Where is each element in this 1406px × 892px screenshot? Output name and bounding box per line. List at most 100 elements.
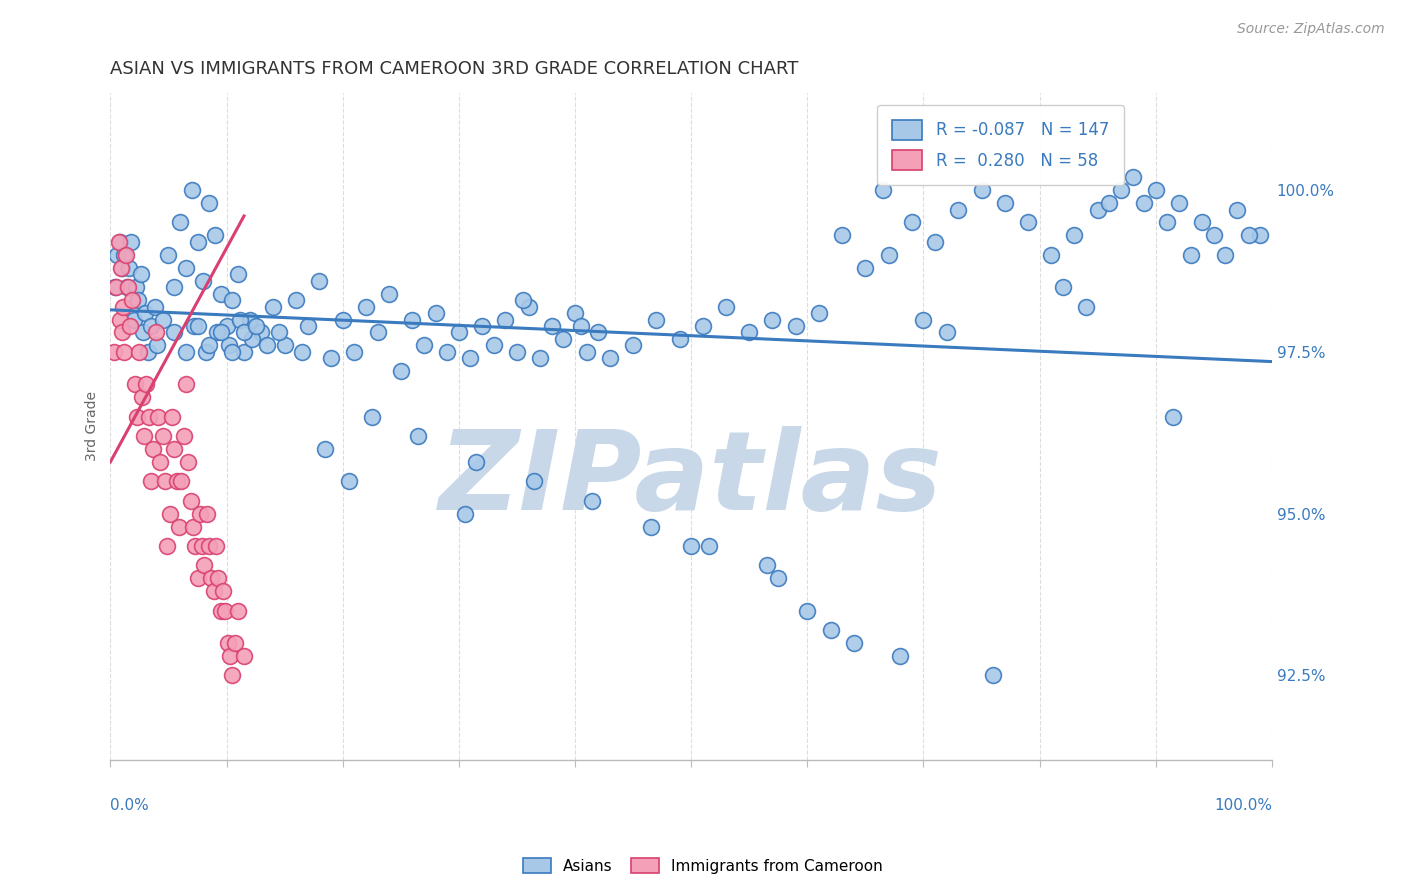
- Point: [553, 332, 575, 346]
- Point: [291, 344, 314, 359]
- Point: [110, 260, 132, 275]
- Point: [173, 429, 195, 443]
- Point: [105, 280, 128, 294]
- Point: [143, 300, 166, 314]
- Point: [221, 668, 243, 682]
- Point: [156, 539, 179, 553]
- Point: [152, 312, 174, 326]
- Point: [122, 312, 145, 326]
- Point: [406, 429, 429, 443]
- Point: [219, 648, 242, 663]
- Point: [215, 318, 238, 333]
- Point: [1144, 183, 1167, 197]
- Point: [681, 539, 703, 553]
- Point: [181, 519, 204, 533]
- Point: [132, 429, 155, 443]
- Point: [1161, 409, 1184, 424]
- Point: [212, 584, 235, 599]
- Point: [768, 571, 790, 585]
- Point: [714, 300, 737, 314]
- Point: [378, 286, 401, 301]
- Point: [471, 318, 494, 333]
- Point: [193, 274, 215, 288]
- Point: [152, 429, 174, 443]
- Point: [436, 344, 458, 359]
- Point: [581, 493, 603, 508]
- Point: [146, 409, 169, 424]
- Point: [465, 455, 488, 469]
- Text: 100.0%: 100.0%: [1213, 798, 1272, 814]
- Point: [912, 312, 935, 326]
- Point: [111, 326, 134, 340]
- Point: [1156, 215, 1178, 229]
- Point: [512, 293, 534, 307]
- Point: [193, 558, 215, 573]
- Point: [169, 215, 191, 229]
- Point: [136, 344, 159, 359]
- Point: [157, 248, 180, 262]
- Point: [506, 344, 529, 359]
- Point: [188, 507, 211, 521]
- Point: [146, 338, 169, 352]
- Point: [127, 409, 149, 424]
- Point: [239, 312, 262, 326]
- Point: [1040, 248, 1063, 262]
- Point: [129, 267, 152, 281]
- Point: [640, 519, 662, 533]
- Point: [233, 344, 256, 359]
- Point: [453, 507, 475, 521]
- Point: [401, 312, 423, 326]
- Point: [229, 312, 252, 326]
- Point: [240, 332, 263, 346]
- Point: [214, 604, 236, 618]
- Point: [981, 668, 1004, 682]
- Point: [163, 280, 186, 294]
- Point: [186, 318, 208, 333]
- Point: [209, 286, 232, 301]
- Point: [120, 318, 142, 333]
- Point: [131, 390, 153, 404]
- Point: [297, 318, 319, 333]
- Point: [1098, 196, 1121, 211]
- Point: [877, 248, 900, 262]
- Text: 0.0%: 0.0%: [111, 798, 149, 814]
- Point: [332, 312, 354, 326]
- Point: [226, 267, 249, 281]
- Point: [174, 377, 197, 392]
- Point: [785, 318, 807, 333]
- Point: [128, 344, 150, 359]
- Point: [889, 648, 911, 663]
- Point: [217, 636, 239, 650]
- Point: [117, 280, 139, 294]
- Point: [221, 293, 243, 307]
- Point: [153, 475, 176, 489]
- Legend: Asians, Immigrants from Cameroon: Asians, Immigrants from Cameroon: [517, 852, 889, 880]
- Point: [575, 344, 598, 359]
- Point: [668, 332, 690, 346]
- Point: [337, 475, 360, 489]
- Text: Source: ZipAtlas.com: Source: ZipAtlas.com: [1237, 22, 1385, 37]
- Point: [183, 318, 205, 333]
- Point: [755, 558, 778, 573]
- Point: [166, 475, 188, 489]
- Point: [1249, 228, 1271, 243]
- Point: [174, 260, 197, 275]
- Point: [186, 235, 208, 249]
- Point: [599, 351, 621, 366]
- Point: [120, 235, 142, 249]
- Point: [221, 344, 243, 359]
- Point: [354, 300, 377, 314]
- Point: [970, 183, 993, 197]
- Point: [1237, 228, 1260, 243]
- Point: [256, 338, 278, 352]
- Point: [482, 338, 505, 352]
- Point: [134, 306, 156, 320]
- Point: [1191, 215, 1213, 229]
- Point: [104, 280, 127, 294]
- Point: [139, 318, 162, 333]
- Point: [115, 280, 138, 294]
- Point: [118, 260, 141, 275]
- Point: [645, 312, 668, 326]
- Legend: R = -0.087   N = 147, R =  0.280   N = 58: R = -0.087 N = 147, R = 0.280 N = 58: [877, 104, 1125, 186]
- Point: [1226, 202, 1249, 217]
